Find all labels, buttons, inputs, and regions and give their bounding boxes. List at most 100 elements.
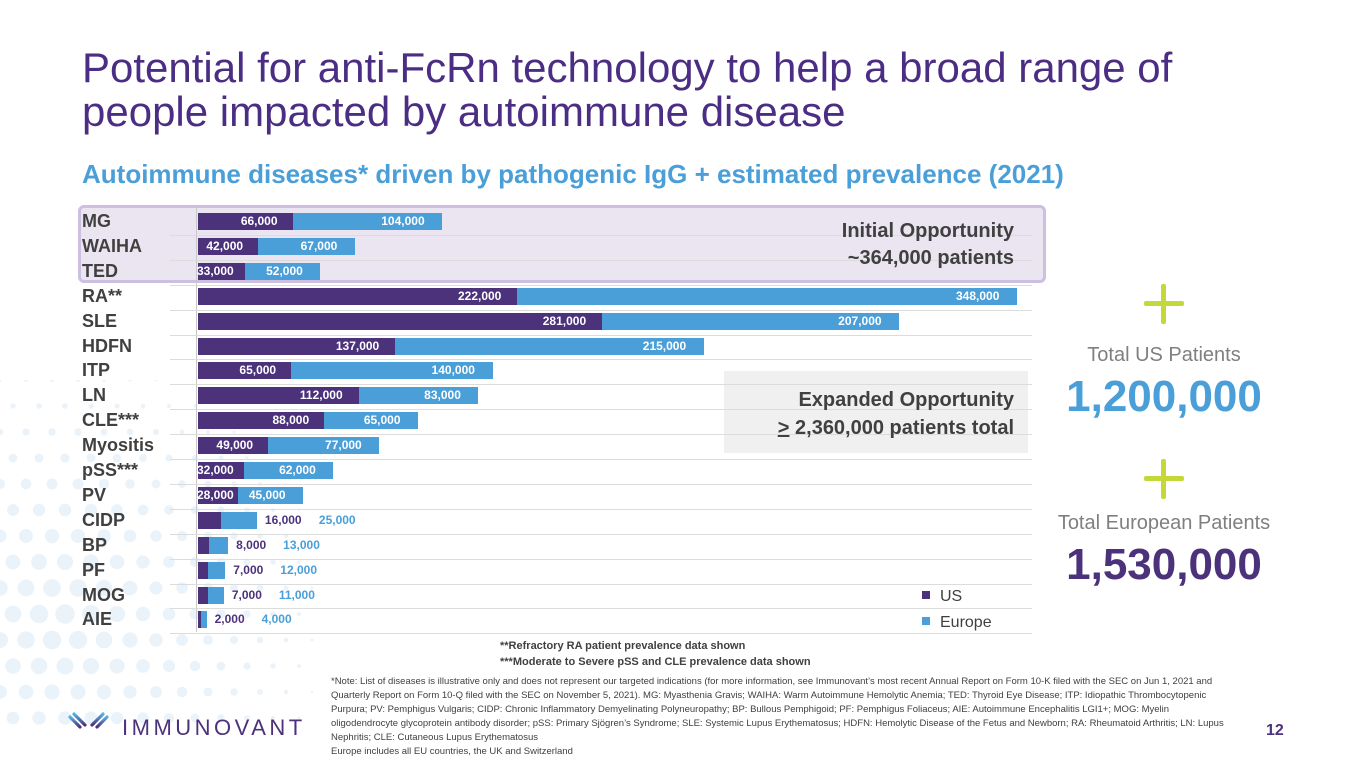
background-dot bbox=[270, 663, 276, 669]
bar-us bbox=[198, 536, 210, 554]
category-label: HDFN bbox=[82, 335, 132, 356]
bar-us bbox=[198, 611, 201, 629]
background-dot bbox=[10, 403, 16, 409]
bar-europe bbox=[208, 561, 226, 579]
background-dot bbox=[31, 554, 47, 570]
data-label-us: 49,000 bbox=[216, 438, 254, 453]
data-label-us: 222,000 bbox=[457, 288, 502, 303]
background-dot bbox=[109, 554, 125, 570]
background-dot bbox=[122, 632, 138, 648]
background-dot bbox=[56, 657, 74, 675]
background-dot bbox=[18, 684, 34, 700]
background-dot bbox=[202, 634, 214, 646]
chart-gridline bbox=[170, 533, 1032, 535]
chart-gridline bbox=[170, 409, 1032, 411]
legend-swatch-us bbox=[922, 590, 930, 599]
background-dot bbox=[32, 503, 46, 517]
bar-europe bbox=[268, 437, 380, 455]
legend-label-us: US bbox=[940, 588, 963, 605]
background-dot bbox=[270, 559, 276, 565]
background-dot bbox=[109, 658, 125, 674]
background-dot bbox=[164, 505, 174, 515]
data-label-us: 42,000 bbox=[206, 238, 244, 253]
chart-gridline bbox=[170, 259, 1032, 261]
bar-us bbox=[198, 337, 395, 355]
chart-gridline bbox=[170, 583, 1032, 585]
bar-europe bbox=[601, 312, 900, 330]
background-dot bbox=[82, 657, 100, 675]
chart-gridline bbox=[170, 558, 1032, 560]
bar-europe bbox=[209, 536, 229, 554]
data-label-europe: 12,000 bbox=[280, 562, 317, 577]
background-dot bbox=[60, 453, 70, 463]
background-dot bbox=[0, 428, 4, 436]
background-dot bbox=[162, 607, 176, 621]
data-label-us: 2,000 bbox=[214, 612, 245, 627]
background-dot bbox=[22, 428, 30, 436]
initial-opportunity-count: ~364,000 patients bbox=[847, 247, 1014, 269]
chart-gridline bbox=[170, 434, 1032, 436]
category-label: BP bbox=[82, 534, 108, 555]
expanded-opportunity-count-text: 2,360,000 patients total bbox=[789, 417, 1014, 439]
bar-us bbox=[198, 486, 239, 504]
category-label: WAIHA bbox=[82, 235, 142, 256]
bar-us bbox=[198, 437, 269, 455]
background-dot bbox=[50, 380, 54, 382]
bar-us bbox=[198, 262, 246, 280]
bar-europe bbox=[358, 387, 479, 405]
bar-europe bbox=[243, 462, 334, 479]
background-dot bbox=[283, 689, 289, 695]
company-name: IMMUNOVANT bbox=[122, 715, 306, 740]
background-dot bbox=[5, 658, 21, 674]
data-label-europe: 67,000 bbox=[300, 238, 338, 253]
data-label-us: 112,000 bbox=[299, 388, 343, 403]
background-dot bbox=[20, 478, 32, 490]
bar-europe bbox=[220, 511, 257, 529]
background-dot bbox=[189, 660, 201, 672]
data-label-us: 7,000 bbox=[231, 587, 262, 602]
category-label: MG bbox=[82, 211, 111, 231]
background-dot bbox=[151, 479, 161, 489]
legend-swatch-europe bbox=[922, 616, 930, 625]
background-dot bbox=[296, 611, 302, 617]
background-dot bbox=[135, 606, 151, 622]
background-dot bbox=[8, 453, 18, 463]
data-label-us: 32,000 bbox=[197, 463, 234, 477]
chart-gridline bbox=[170, 234, 1032, 236]
category-label: pSS*** bbox=[82, 460, 139, 480]
category-label: MOG bbox=[82, 584, 125, 605]
company-logo: IMMUNOVANT bbox=[66, 708, 306, 748]
chart-gridline bbox=[170, 284, 1032, 286]
category-label: AIE bbox=[82, 609, 113, 630]
data-label-us: 28,000 bbox=[197, 487, 234, 502]
background-dot bbox=[230, 688, 238, 696]
background-dot bbox=[123, 529, 137, 543]
background-dot bbox=[29, 604, 49, 624]
bar-europe bbox=[516, 287, 1017, 305]
background-dot bbox=[95, 631, 113, 649]
background-dot bbox=[0, 478, 6, 490]
background-dot bbox=[123, 685, 137, 699]
background-dot bbox=[243, 662, 251, 670]
data-label-us: 7,000 bbox=[233, 562, 264, 577]
bar-us bbox=[198, 586, 209, 604]
background-dot bbox=[0, 685, 7, 699]
chart-gridline bbox=[170, 633, 1032, 635]
bar-europe bbox=[324, 412, 418, 430]
bar-us bbox=[198, 312, 602, 330]
bar-europe bbox=[238, 486, 303, 504]
background-dot bbox=[149, 633, 163, 647]
total-europe-value: 1,530,000 bbox=[1066, 540, 1262, 589]
background-dot bbox=[167, 404, 171, 408]
data-label-europe: 62,000 bbox=[279, 463, 316, 477]
background-dot bbox=[229, 635, 239, 645]
slide-title: Potential for anti-FcRn technology to he… bbox=[82, 44, 1173, 135]
background-dot bbox=[257, 689, 263, 695]
background-dot bbox=[70, 684, 86, 700]
background-dot bbox=[162, 659, 176, 673]
background-dot bbox=[150, 686, 162, 698]
data-label-europe: 104,000 bbox=[381, 214, 425, 228]
data-label-europe: 65,000 bbox=[363, 413, 401, 428]
background-dot bbox=[43, 579, 61, 597]
background-dot bbox=[6, 711, 20, 725]
